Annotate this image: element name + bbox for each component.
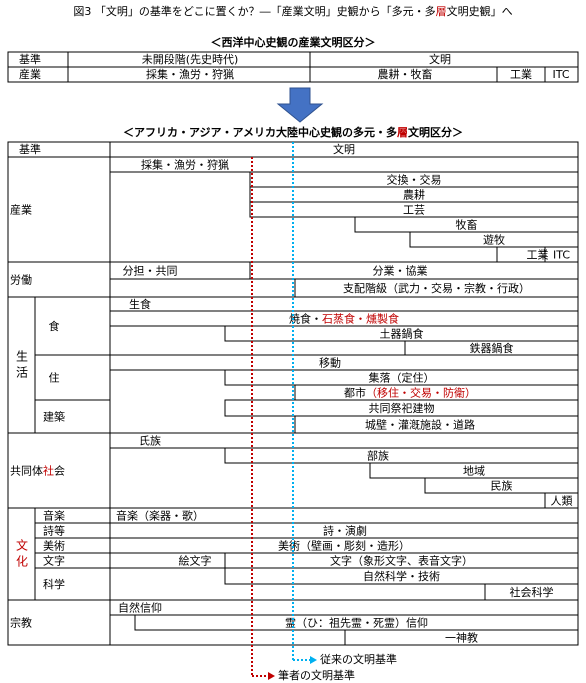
text-part: （移住・交易・防衛）	[366, 386, 476, 400]
era-label: 採集・漁労・狩猟	[141, 158, 229, 172]
era-label: 詩・演劇	[323, 524, 367, 538]
text-part: 層	[397, 126, 408, 139]
era-label: 地域	[463, 465, 485, 478]
sub-label: 建築	[43, 410, 65, 424]
sub-label: 美術	[43, 540, 65, 553]
text-part: 焼食・	[289, 312, 322, 326]
era-label: 城壁・灌漑施設・道路	[365, 418, 475, 432]
section-label: 労働	[10, 273, 32, 287]
era-label: 支配階級（武力・交易・宗教・行政）	[343, 281, 530, 295]
sub-label: 住	[49, 371, 60, 385]
text-part: 生活	[15, 350, 29, 382]
era-label: 共同祭祀建物	[369, 401, 435, 415]
era-label: ITC	[553, 249, 570, 262]
section-label: 生活	[15, 350, 29, 382]
era-label: 生食	[129, 297, 151, 311]
era-label: 音楽（楽器・歌）	[116, 509, 204, 523]
era-label: 農耕	[403, 188, 425, 202]
cell: 基準	[19, 52, 41, 66]
sub-label: 音楽	[43, 509, 65, 523]
era-bar	[409, 231, 579, 248]
era-label: 鉄器鍋食	[470, 341, 514, 355]
era-label: 工業	[527, 249, 549, 262]
era-label: 美術（壁画・彫刻・造形）	[278, 539, 410, 553]
cell: 農耕・牧畜	[378, 67, 433, 81]
era-bar	[109, 354, 579, 371]
era-label: 民族	[491, 479, 513, 493]
section-label: 文化	[15, 538, 29, 571]
era-bar	[109, 261, 579, 280]
text-part: 文明史観」へ	[447, 4, 513, 18]
era-bar	[344, 629, 579, 646]
text-part: 文明区分＞	[408, 125, 463, 139]
era-label: 移動	[319, 356, 341, 370]
text-part: 文化	[15, 538, 29, 571]
era-label: 文字（象形文字、表音文字）	[330, 554, 473, 568]
era-label: 焼食・石蒸食・燻製食	[289, 312, 399, 326]
sub-label: 文字	[43, 554, 65, 568]
era-label: 人類	[551, 495, 573, 508]
text-part: 産業	[10, 204, 32, 217]
multi-heading: ＜アフリカ・アジア・アメリカ大陸中心史観の多元・多層文明区分＞	[123, 125, 463, 139]
text-part: 石蒸食・燻製食	[322, 312, 399, 326]
text-part: 社	[43, 464, 54, 478]
text-part: 宗教	[10, 616, 32, 630]
text-part: 層	[436, 5, 447, 18]
section-label: 共同体社会	[10, 464, 65, 478]
era-bar	[224, 567, 579, 585]
text-part: 労働	[10, 273, 32, 287]
era-label: 遊牧	[483, 233, 505, 247]
era-label: 一神教	[445, 631, 478, 645]
text-part: 共同体	[10, 464, 43, 478]
era-label: 集落（定住）	[369, 371, 435, 385]
era-label: 自然科学・技術	[363, 569, 440, 583]
title: 図3 「文明」の基準をどこに置くか？―「産業文明」史観から「多元・多層文明史観」…	[73, 4, 512, 18]
era-label: 絵文字	[179, 554, 212, 568]
text-part: ＜アフリカ・アジア・アメリカ大陸中心史観の多元・多	[123, 125, 397, 139]
era-label: 霊（ひ：祖先霊・死霊）信仰	[285, 616, 428, 630]
era-label: 分担・共同	[123, 264, 178, 278]
cell: 未開段階(先史時代)	[142, 52, 239, 66]
era-label: 部族	[367, 449, 389, 463]
western-heading: ＜西洋中心史観の産業文明区分＞	[211, 35, 376, 49]
era-bar	[109, 432, 579, 449]
era-bar	[224, 447, 579, 464]
cell: 産業	[19, 68, 41, 81]
cell: 文明	[429, 52, 451, 66]
era-bar	[424, 477, 579, 494]
era-label: 氏族	[139, 434, 161, 448]
section-label: 宗教	[10, 616, 32, 630]
text-part: 都市	[344, 386, 366, 400]
era-label: 工芸	[403, 204, 425, 217]
era-bar	[109, 296, 579, 312]
author-arrow-head	[268, 672, 275, 680]
down-arrow	[276, 87, 324, 123]
section-label: 産業	[10, 204, 32, 217]
legend-author: 筆者の文明基準	[278, 668, 355, 682]
era-bar	[224, 325, 579, 342]
era-label: 牧畜	[456, 218, 478, 232]
sub-label: 科学	[43, 577, 65, 591]
era-label: 都市（移住・交易・防衛）	[344, 386, 476, 400]
cell: 採集・漁労・狩猟	[146, 67, 234, 81]
sub-label: 食	[49, 319, 60, 333]
cell: 文明	[333, 142, 355, 156]
conventional-arrow-head	[310, 656, 317, 664]
cell: 工業	[510, 68, 532, 81]
sub-label: 詩等	[43, 524, 65, 538]
text-part: 図3 「文明」の基準をどこに置くか？―「産業文明」史観から「多元・多	[73, 4, 435, 18]
legend-conventional: 従来の文明基準	[320, 652, 397, 666]
era-label: 交換・交易	[387, 173, 442, 187]
era-label: 社会科学	[510, 585, 554, 599]
era-label: 分業・協業	[373, 265, 428, 278]
era-bar	[109, 599, 579, 616]
era-label: 自然信仰	[118, 601, 162, 615]
cell: ITC	[553, 68, 570, 81]
cell: 基準	[19, 142, 41, 156]
text-part: 会	[54, 465, 65, 478]
era-label: 土器鍋食	[380, 327, 424, 341]
